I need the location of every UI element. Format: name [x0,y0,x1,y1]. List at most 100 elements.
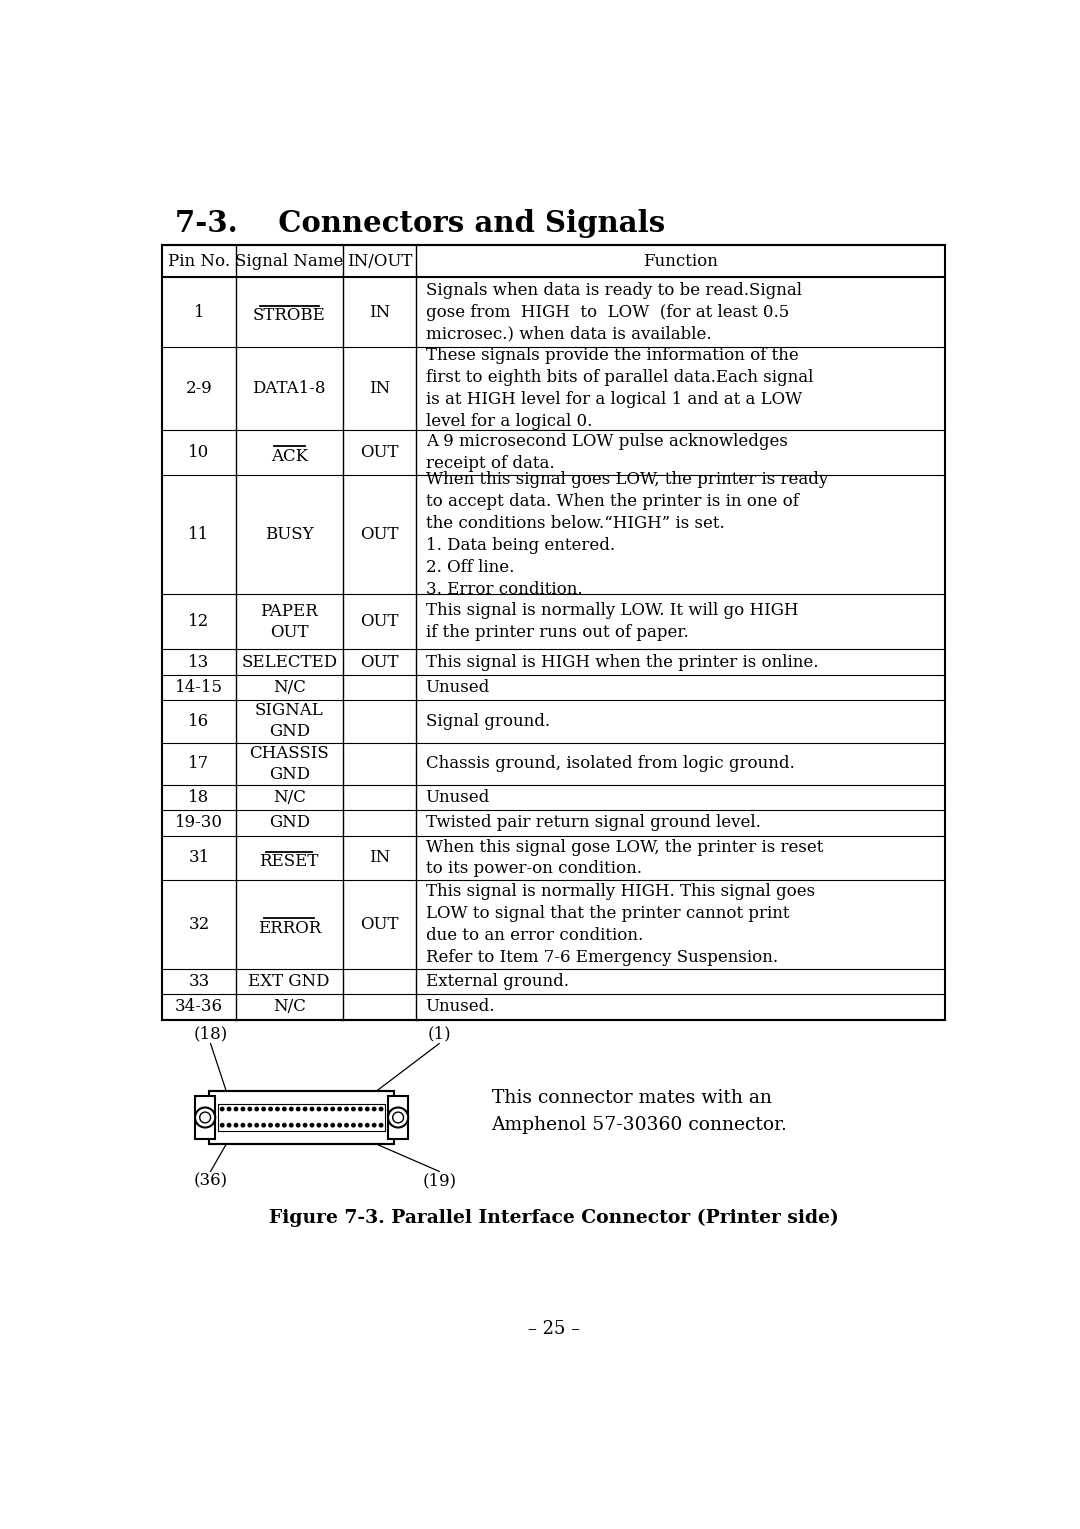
Circle shape [365,1124,369,1127]
Text: N/C: N/C [273,679,306,696]
Circle shape [359,1124,362,1127]
Text: EXT GND: EXT GND [248,972,330,991]
Text: 2-9: 2-9 [186,379,213,398]
Circle shape [393,1112,404,1122]
Text: Function: Function [644,252,718,269]
Circle shape [310,1107,313,1110]
Bar [195,1096,215,1139]
Circle shape [289,1124,293,1127]
Circle shape [275,1124,279,1127]
Text: OUT: OUT [361,916,399,933]
Text: 16: 16 [188,713,210,729]
Circle shape [269,1107,272,1110]
Circle shape [379,1107,382,1110]
Text: N/C: N/C [273,789,306,806]
Circle shape [345,1124,348,1127]
Circle shape [269,1124,272,1127]
Text: SIGNAL
GND: SIGNAL GND [255,702,324,740]
Circle shape [297,1124,300,1127]
Text: 11: 11 [188,526,210,543]
Text: This signal is normally LOW. It will go HIGH
if the printer runs out of paper.: This signal is normally LOW. It will go … [426,602,798,641]
Text: BUSY: BUSY [265,526,313,543]
Text: 34-36: 34-36 [175,998,222,1015]
Text: ACK: ACK [271,448,308,465]
Text: (18): (18) [193,1026,228,1043]
Text: – 25 –: – 25 – [527,1321,580,1338]
Text: 31: 31 [188,850,210,867]
Text: ERROR: ERROR [258,920,321,937]
Text: When this signal goes LOW, the printer is ready
to accept data. When the printer: When this signal goes LOW, the printer i… [426,471,828,598]
Text: This connector mates with an
Amphenol 57-30360 connector.: This connector mates with an Amphenol 57… [491,1089,787,1133]
Text: CHASSIS
GND: CHASSIS GND [249,745,329,783]
Text: Unused: Unused [426,789,490,806]
Text: Signals when data is ready to be read.Signal
gose from  HIGH  to  LOW  (for at l: Signals when data is ready to be read.Si… [426,281,801,342]
Circle shape [318,1107,321,1110]
Text: (19): (19) [422,1173,456,1190]
Text: IN: IN [369,850,390,867]
Text: 19-30: 19-30 [175,815,222,832]
Text: 18: 18 [188,789,210,806]
Circle shape [324,1107,327,1110]
Circle shape [234,1124,238,1127]
Circle shape [318,1124,321,1127]
Circle shape [241,1124,244,1127]
Text: These signals provide the information of the
first to eighth bits of parallel da: These signals provide the information of… [426,347,813,430]
Circle shape [200,1112,211,1122]
Text: OUT: OUT [361,526,399,543]
Text: RESET: RESET [259,853,319,870]
Circle shape [262,1124,266,1127]
Circle shape [289,1107,293,1110]
Text: Twisted pair return signal ground level.: Twisted pair return signal ground level. [426,815,760,832]
Circle shape [297,1107,300,1110]
Circle shape [345,1107,348,1110]
Text: Figure 7-3. Parallel Interface Connector (Printer side): Figure 7-3. Parallel Interface Connector… [269,1209,838,1228]
Circle shape [220,1107,224,1110]
Text: 10: 10 [188,443,210,460]
Text: GND: GND [269,815,310,832]
Circle shape [228,1107,231,1110]
Circle shape [220,1124,224,1127]
Circle shape [330,1124,335,1127]
Circle shape [283,1107,286,1110]
Circle shape [241,1107,244,1110]
Circle shape [310,1124,313,1127]
Bar [210,1090,394,1144]
Circle shape [195,1107,215,1127]
Text: IN: IN [369,379,390,398]
Circle shape [373,1124,376,1127]
Text: (1): (1) [428,1026,451,1043]
Circle shape [248,1107,252,1110]
Circle shape [373,1107,376,1110]
Text: 13: 13 [188,653,210,671]
Text: This signal is HIGH when the printer is online.: This signal is HIGH when the printer is … [426,653,819,671]
Circle shape [338,1107,341,1110]
Text: SELECTED: SELECTED [241,653,337,671]
Text: Unused: Unused [426,679,490,696]
Text: 7-3.    Connectors and Signals: 7-3. Connectors and Signals [175,209,665,239]
Circle shape [352,1107,355,1110]
Circle shape [330,1107,335,1110]
Circle shape [359,1107,362,1110]
Text: OUT: OUT [361,613,399,630]
Circle shape [388,1107,408,1127]
Text: 12: 12 [188,613,210,630]
Circle shape [303,1124,307,1127]
Text: 32: 32 [188,916,210,933]
Text: N/C: N/C [273,998,306,1015]
Text: Signal Name: Signal Name [235,252,343,269]
Circle shape [338,1124,341,1127]
Circle shape [303,1107,307,1110]
Text: Chassis ground, isolated from logic ground.: Chassis ground, isolated from logic grou… [426,755,795,772]
Bar [218,1104,384,1130]
Text: OUT: OUT [361,443,399,460]
Circle shape [255,1107,258,1110]
Text: When this signal gose LOW, the printer is reset
to its power-on condition.: When this signal gose LOW, the printer i… [426,838,823,878]
Text: A 9 microsecond LOW pulse acknowledges
receipt of data.: A 9 microsecond LOW pulse acknowledges r… [426,433,787,471]
Circle shape [262,1107,266,1110]
Text: Unused.: Unused. [426,998,495,1015]
Text: PAPER
OUT: PAPER OUT [260,602,319,641]
Circle shape [228,1124,231,1127]
Circle shape [379,1124,382,1127]
Text: 14-15: 14-15 [175,679,222,696]
Text: External ground.: External ground. [426,972,569,991]
